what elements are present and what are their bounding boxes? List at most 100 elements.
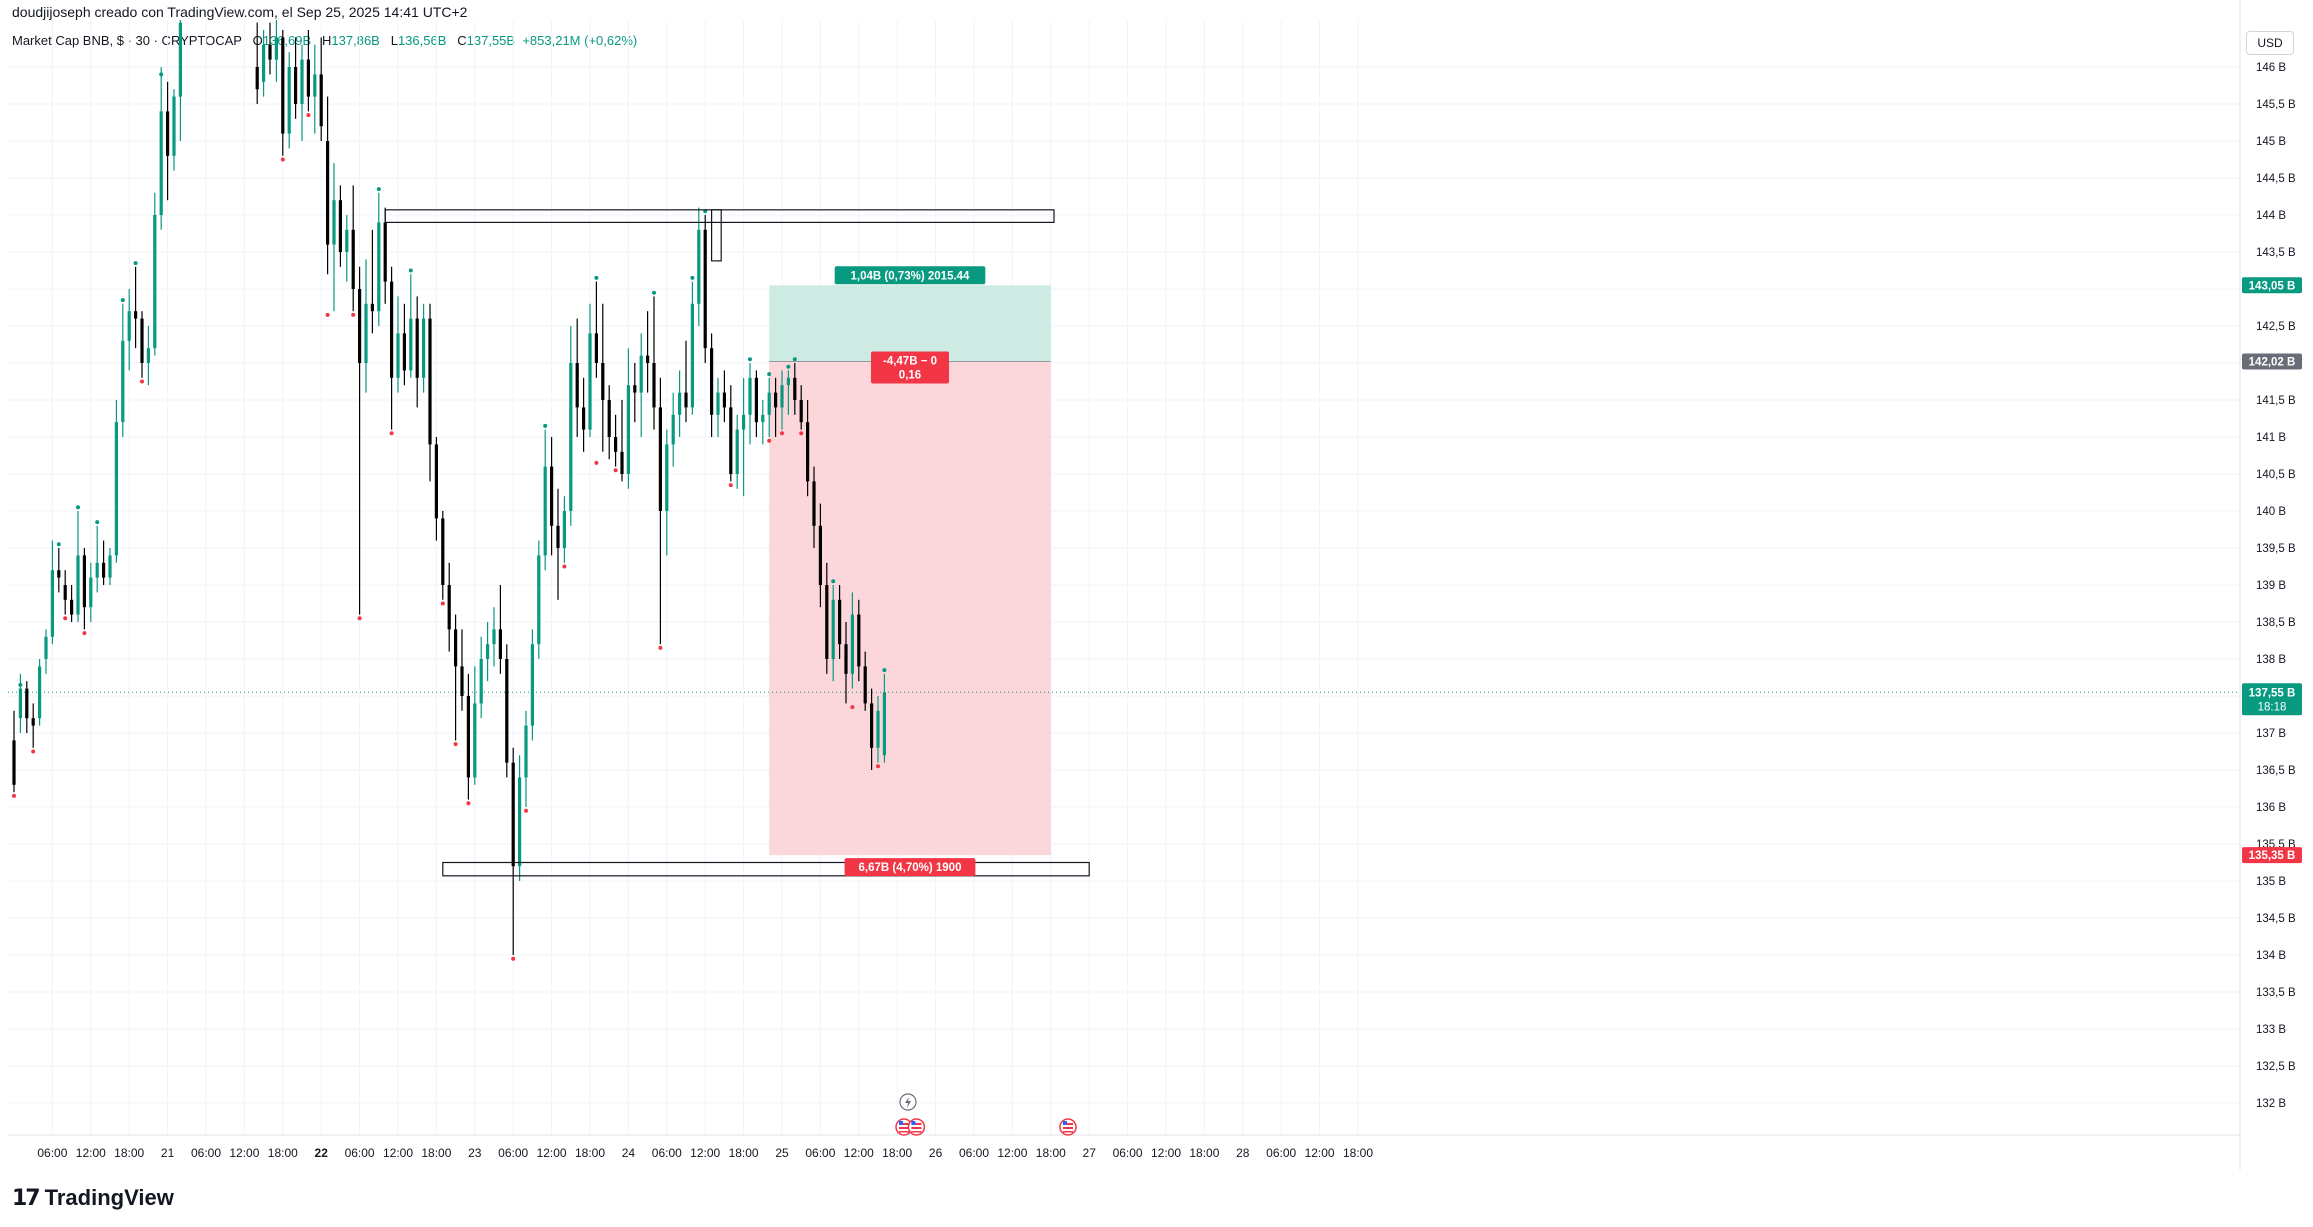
candle[interactable] (594, 281, 598, 378)
candle[interactable] (383, 207, 387, 304)
candle[interactable] (639, 333, 643, 437)
candle[interactable] (326, 96, 330, 275)
candle[interactable] (473, 666, 477, 785)
candle[interactable] (300, 44, 304, 141)
candle[interactable] (774, 377, 778, 437)
candle[interactable] (742, 377, 746, 497)
candle[interactable] (761, 400, 765, 445)
candle[interactable] (89, 562, 93, 622)
candle[interactable] (562, 496, 566, 563)
candle[interactable] (364, 259, 368, 393)
position-stop-zone[interactable] (769, 361, 1051, 856)
candle[interactable] (857, 599, 861, 682)
candle[interactable] (50, 540, 54, 645)
candle[interactable] (294, 37, 298, 119)
position-target-label[interactable]: 1,04B (0,73%) 2015.44 (834, 266, 986, 285)
support-resistance-zone[interactable] (710, 209, 722, 262)
candle[interactable] (678, 370, 682, 437)
candle[interactable] (274, 8, 278, 82)
candle[interactable] (76, 511, 80, 622)
candle[interactable] (402, 303, 406, 386)
series-name[interactable]: Market Cap BNB, $ · 30 · CRYPTOCAP (12, 33, 242, 48)
position-stop-label[interactable]: 6,67B (4,70%) 1900 (844, 858, 976, 877)
candle[interactable] (82, 548, 86, 630)
candle[interactable] (652, 296, 656, 430)
candle[interactable] (710, 333, 714, 437)
candle[interactable] (178, 0, 182, 141)
candle[interactable] (697, 207, 701, 326)
candle[interactable] (447, 562, 451, 652)
candle[interactable] (665, 429, 669, 556)
candle[interactable] (108, 548, 112, 585)
candle[interactable] (505, 644, 509, 778)
candle[interactable] (255, 22, 259, 104)
candle[interactable] (466, 673, 470, 800)
candle[interactable] (422, 303, 426, 393)
candle[interactable] (486, 622, 490, 682)
candle[interactable] (153, 192, 157, 356)
tradingview-logo[interactable]: 17 TradingView (12, 1185, 174, 1211)
candle[interactable] (754, 370, 758, 437)
candle[interactable] (281, 30, 285, 156)
candle[interactable] (703, 215, 707, 363)
candle[interactable] (140, 311, 144, 378)
candle[interactable] (358, 266, 362, 615)
lightning-icon[interactable] (899, 1093, 917, 1111)
candle[interactable] (134, 266, 138, 349)
candle[interactable] (831, 585, 835, 682)
candle[interactable] (556, 488, 560, 600)
candle[interactable] (31, 703, 35, 748)
candle[interactable] (441, 511, 445, 600)
candle[interactable] (345, 215, 349, 282)
candle[interactable] (498, 585, 502, 674)
candle[interactable] (479, 636, 483, 719)
candle[interactable] (780, 370, 784, 430)
candle[interactable] (146, 326, 150, 386)
candle[interactable] (159, 67, 163, 230)
candle[interactable] (550, 437, 554, 556)
candle[interactable] (63, 570, 67, 615)
candle[interactable] (460, 629, 464, 711)
candle[interactable] (428, 303, 432, 482)
candle[interactable] (626, 348, 630, 489)
candle[interactable] (370, 229, 374, 334)
candle[interactable] (767, 377, 771, 437)
candle[interactable] (582, 377, 586, 452)
candle[interactable] (44, 629, 48, 674)
candle[interactable] (850, 592, 854, 689)
candle[interactable] (306, 30, 310, 112)
candle[interactable] (287, 52, 291, 149)
position-target-zone[interactable] (769, 285, 1051, 362)
candle[interactable] (825, 562, 829, 674)
candle[interactable] (70, 585, 74, 622)
candle[interactable] (262, 30, 266, 97)
candle[interactable] (390, 266, 394, 430)
candle[interactable] (690, 281, 694, 415)
candle[interactable] (102, 540, 106, 585)
us-flag-icon[interactable] (1059, 1118, 1077, 1136)
candle[interactable] (882, 673, 886, 763)
candle[interactable] (735, 414, 739, 489)
candle[interactable] (620, 400, 624, 482)
candle[interactable] (601, 303, 605, 452)
candle[interactable] (25, 681, 29, 733)
candle[interactable] (396, 296, 400, 393)
candle[interactable] (729, 385, 733, 482)
candle[interactable] (454, 614, 458, 741)
candle[interactable] (876, 696, 880, 763)
candle[interactable] (614, 414, 618, 467)
candle[interactable] (722, 370, 726, 423)
candle[interactable] (838, 585, 842, 659)
candle[interactable] (543, 429, 547, 571)
candle[interactable] (172, 89, 176, 171)
candle[interactable] (671, 392, 675, 467)
candle[interactable] (633, 363, 637, 423)
candle[interactable] (434, 437, 438, 541)
support-resistance-zone[interactable] (442, 861, 1090, 877)
candle[interactable] (524, 710, 528, 807)
candle[interactable] (338, 185, 342, 267)
candle[interactable] (415, 296, 419, 408)
candle[interactable] (793, 363, 797, 415)
